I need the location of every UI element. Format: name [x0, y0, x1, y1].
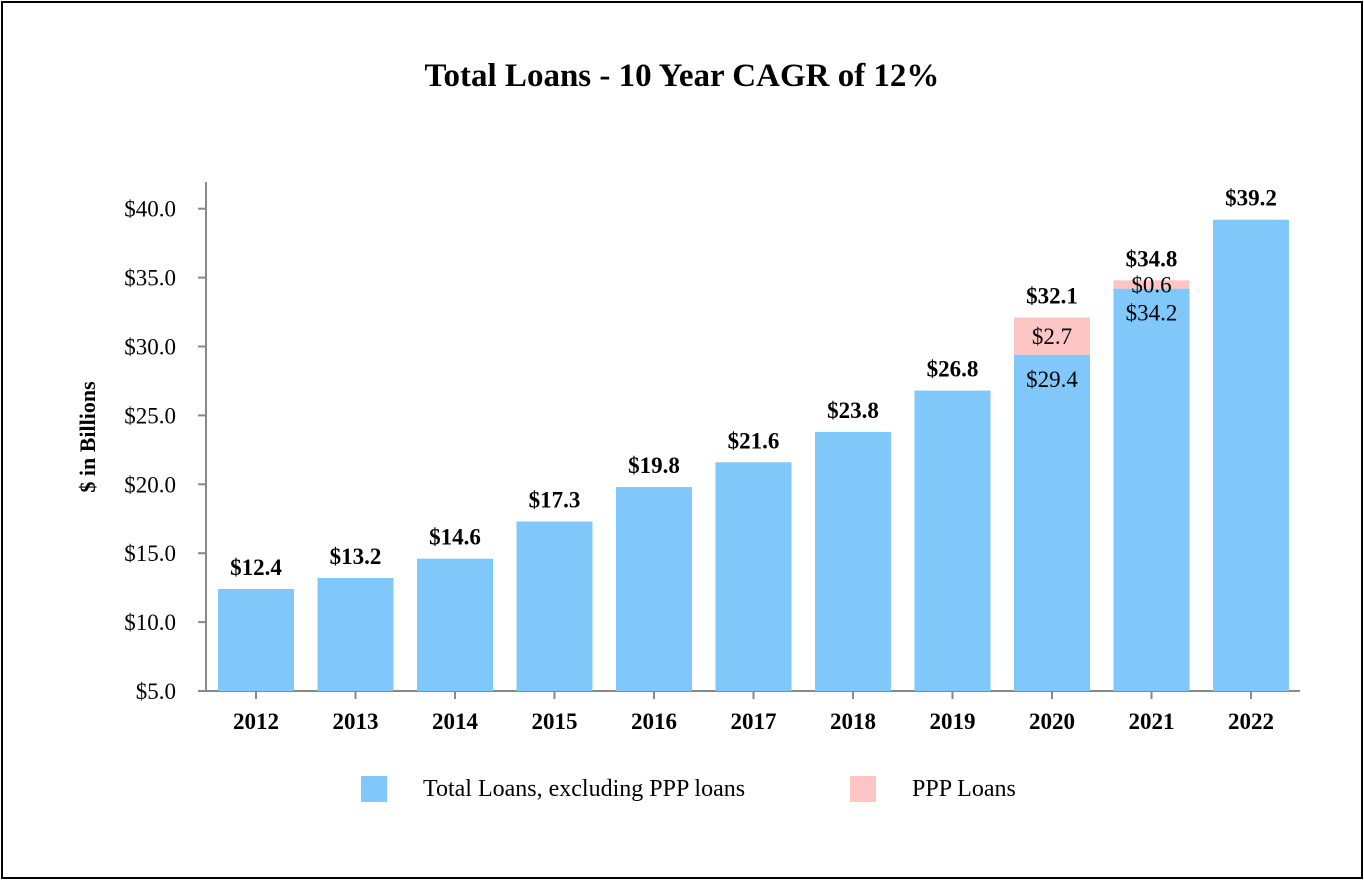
bar-total-label: $26.8 — [927, 357, 979, 382]
bar-ppp-loans — [1113, 280, 1190, 289]
legend-item-ppp-loans: PPP Loans — [850, 774, 1016, 804]
y-tick-label: $20.0 — [124, 472, 176, 497]
segment-label-ppp-loans: $0.6 — [1131, 272, 1171, 297]
legend-label-total-loans: Total Loans, excluding PPP loans — [423, 775, 746, 802]
x-tick-label: 2012 — [233, 709, 279, 734]
x-tick-label: 2016 — [631, 709, 677, 734]
y-tick-label: $15.0 — [124, 541, 176, 566]
segment-label-ppp-loans: $2.7 — [1032, 324, 1072, 349]
bar-total-label: $39.2 — [1225, 186, 1277, 211]
x-tick-label: 2019 — [930, 709, 976, 734]
chart-title: Total Loans - 10 Year CAGR of 12% — [424, 58, 940, 94]
x-tick-label: 2020 — [1029, 709, 1075, 734]
bar-total-label: $32.1 — [1026, 284, 1078, 309]
y-tick-label: $40.0 — [124, 197, 176, 222]
bar-total-loans — [516, 521, 593, 691]
bar-total-label: $23.8 — [827, 398, 879, 423]
bar-total-label: $21.6 — [728, 428, 780, 453]
bar-total-loans — [1213, 219, 1289, 691]
bar-total-label: $34.8 — [1126, 246, 1178, 271]
bar-total-loans — [1113, 288, 1190, 691]
bar-total-loans — [715, 462, 792, 691]
x-tick-label: 2013 — [333, 709, 379, 734]
bar-total-label: $19.8 — [628, 453, 680, 478]
bar-total-loans — [616, 487, 692, 691]
y-tick-label: $25.0 — [124, 403, 176, 428]
bar-total-loans — [1014, 354, 1090, 691]
bar-total-label: $12.4 — [230, 555, 282, 580]
segment-label-total-loans: $29.4 — [1026, 367, 1078, 392]
y-tick-label: $35.0 — [124, 266, 176, 291]
y-tick-label: $10.0 — [124, 610, 176, 635]
y-tick-label: $30.0 — [124, 335, 176, 360]
x-tick-label: 2021 — [1129, 709, 1175, 734]
y-axis-title: $ in Billions — [75, 381, 100, 493]
segment-label-total-loans: $34.2 — [1126, 301, 1178, 326]
bar-total-label: $13.2 — [330, 544, 382, 569]
legend-swatch-ppp-loans — [850, 776, 876, 802]
bar-total-loans — [218, 589, 294, 691]
bar-total-loans — [815, 431, 891, 691]
x-tick-label: 2017 — [731, 709, 777, 734]
bar-total-label: $14.6 — [429, 525, 481, 550]
y-tick-label: $5.0 — [136, 679, 176, 704]
bar-total-loans — [317, 578, 394, 691]
x-tick-label: 2015 — [532, 709, 578, 734]
bar-total-loans — [914, 390, 991, 691]
bar-total-label: $17.3 — [529, 488, 581, 513]
legend-label-ppp-loans: PPP Loans — [912, 775, 1016, 802]
x-tick-label: 2022 — [1228, 709, 1274, 734]
bar-total-loans — [417, 558, 493, 691]
x-tick-label: 2018 — [830, 709, 876, 734]
legend-item-total-loans: Total Loans, excluding PPP loans — [361, 774, 745, 804]
bar-ppp-loans — [1014, 317, 1090, 355]
legend-swatch-total-loans — [361, 776, 387, 802]
x-tick-label: 2014 — [432, 709, 479, 734]
